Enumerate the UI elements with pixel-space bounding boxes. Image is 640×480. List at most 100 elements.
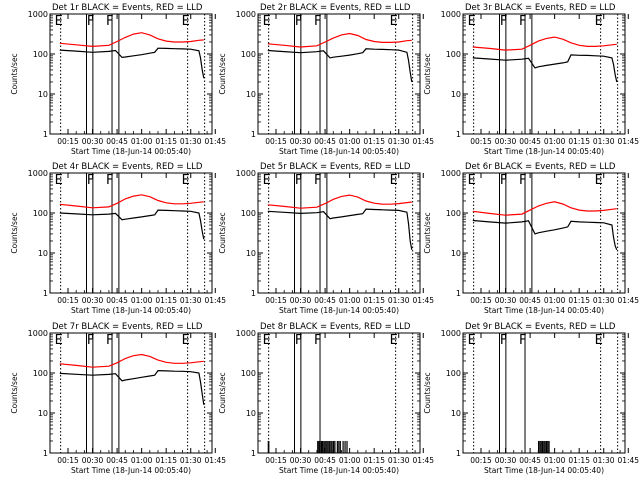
y-tick-label: 10 [246,90,256,99]
y-tick-label: 1 [43,130,48,139]
x-axis-label: Start Time (18-Jun-14 00:05:40) [71,147,191,156]
time-marker-label: E [595,333,603,348]
time-marker-label: E [263,173,271,188]
x-tick-label: 01:45 [204,296,226,305]
x-tick-label: 01:00 [131,137,153,146]
y-tick-label: 100 [33,209,48,218]
y-tick-label: 10 [38,249,48,258]
x-axis-label: Start Time (18-Jun-14 00:05:40) [279,147,399,156]
x-tick-label: 01:30 [388,296,410,305]
time-marker-label: E [182,14,190,29]
detector-panel-3: Det 3r BLACK = Events, RED = LLD 1 10 100 10… [423,3,639,156]
panel-title: Det 5r BLACK = Events, RED = LLD [260,162,411,172]
x-tick-label: 00:30 [290,296,312,305]
x-tick-label: 01:45 [412,456,434,465]
time-marker-label: F [106,173,113,188]
x-tick-label: 01:00 [131,456,153,465]
y-tick-label: 10 [38,90,48,99]
y-tick-label: 100 [241,369,256,378]
x-tick-label: 00:15 [57,456,79,465]
x-tick-label: 01:45 [617,456,639,465]
time-marker-label: E [182,173,190,188]
events-series-line [472,219,618,251]
x-tick-label: 01:00 [544,456,566,465]
time-marker-label: F [295,14,302,29]
y-tick-label: 1 [456,289,461,298]
y-axis-label: Counts/sec [423,212,432,253]
x-tick-label: 00:15 [265,296,287,305]
events-series-line [267,208,413,250]
x-tick-label: 00:45 [314,137,336,146]
x-tick-label: 01:30 [593,456,615,465]
y-tick-label: 1 [251,449,256,458]
time-marker-label: F [295,333,302,348]
x-tick-label: 01:00 [544,296,566,305]
time-marker-label: E [468,14,476,29]
y-axis-label: Counts/sec [423,372,432,413]
time-marker-label: F [87,14,94,29]
lld-series-line [59,32,204,48]
x-tick-label: 00:45 [314,296,336,305]
y-tick-label: 1000 [441,169,461,178]
x-tick-label: 01:15 [155,296,177,305]
y-tick-label: 100 [241,50,256,59]
time-marker-label: E [390,173,398,188]
x-tick-label: 01:00 [339,137,361,146]
time-marker-label: F [87,333,94,348]
x-tick-label: 01:30 [180,296,202,305]
detector-panel-5: Det 5r BLACK = Events, RED = LLD 1 10 100 10… [218,162,434,315]
panel-title: Det 1r BLACK = Events, RED = LLD [52,3,203,13]
lld-series-line [267,32,412,48]
y-tick-label: 100 [241,209,256,218]
detector-panel-7: Det 7r BLACK = Events, RED = LLD 1 10 100 10… [10,322,226,475]
y-tick-label: 100 [446,50,461,59]
y-tick-label: 1000 [236,169,256,178]
x-tick-label: 01:00 [131,296,153,305]
y-tick-label: 10 [451,90,461,99]
x-tick-label: 01:45 [617,296,639,305]
y-tick-label: 1000 [28,169,48,178]
y-tick-label: 10 [246,409,256,418]
y-axis-label: Counts/sec [218,53,227,94]
x-axis-label: Start Time (18-Jun-14 00:05:40) [71,466,191,475]
y-tick-label: 1 [456,130,461,139]
lld-series-line [59,353,204,368]
time-marker-label: F [519,173,526,188]
lld-series-line [267,194,412,209]
y-tick-label: 1000 [236,329,256,338]
panel-title: Det 6r BLACK = Events, RED = LLD [465,162,616,172]
x-tick-label: 01:30 [180,137,202,146]
x-tick-label: 01:00 [339,456,361,465]
time-marker-label: E [468,333,476,348]
detector-panel-2: Det 2r BLACK = Events, RED = LLD 1 10 100 10… [218,3,434,156]
y-tick-label: 1000 [441,329,461,338]
detector-panel-4: Det 4r BLACK = Events, RED = LLD 1 10 100 10… [10,162,226,315]
panel-title: Det 3r BLACK = Events, RED = LLD [465,3,616,13]
x-tick-label: 01:15 [363,137,385,146]
time-marker-label: F [519,333,526,348]
time-marker-label: F [314,14,321,29]
y-tick-label: 10 [246,249,256,258]
x-tick-label: 01:15 [568,296,590,305]
time-marker-label: E [390,14,398,29]
panel-title: Det 2r BLACK = Events, RED = LLD [260,3,411,13]
x-tick-label: 00:15 [57,137,79,146]
y-axis-label: Counts/sec [10,372,19,413]
x-tick-label: 00:45 [314,456,336,465]
time-marker-label: F [87,173,94,188]
events-series-line [59,209,205,240]
y-tick-label: 100 [446,369,461,378]
plot-frame [462,13,626,135]
x-tick-label: 00:45 [519,137,541,146]
detector-panel-8: Det 8r BLACK = Events, RED = LLD 1 10 100 10… [218,322,434,475]
x-tick-label: 01:30 [180,456,202,465]
plot-frame [49,13,213,135]
x-axis-label: Start Time (18-Jun-14 00:05:40) [71,306,191,315]
events-series-line [59,369,205,405]
time-marker-label: E [390,333,398,348]
x-tick-label: 01:30 [388,456,410,465]
y-tick-label: 100 [33,369,48,378]
time-marker-label: F [500,333,507,348]
x-tick-label: 01:15 [155,456,177,465]
